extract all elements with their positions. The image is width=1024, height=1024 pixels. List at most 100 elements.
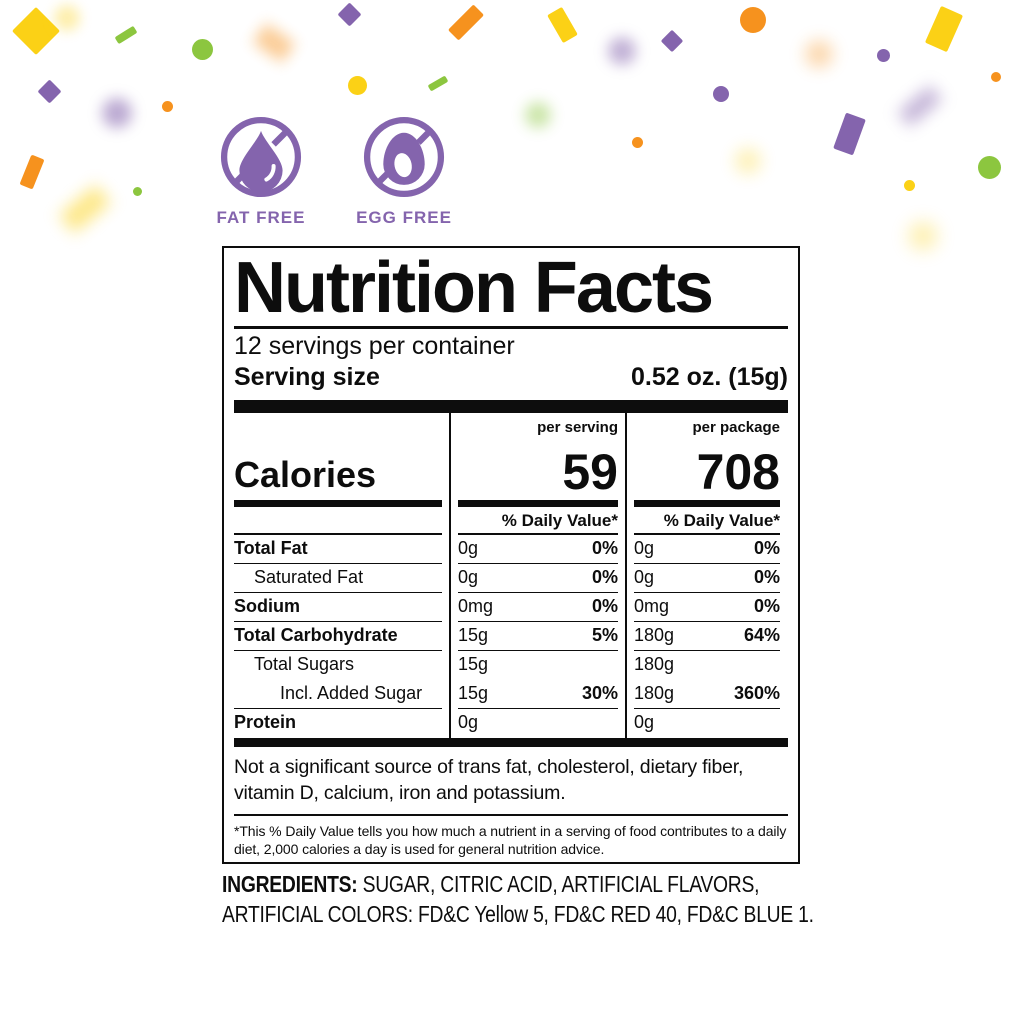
- confetti-orange-circle: [805, 40, 833, 68]
- nutrient-row: Total Fat 0g 0% 0g 0%: [234, 535, 788, 565]
- amount: 15g: [458, 683, 489, 704]
- nutrient-row: Incl. Added Sugar 15g 30% 180g 360%: [234, 680, 788, 710]
- daily-value-header-serving: % Daily Value*: [458, 509, 618, 536]
- nutrient-name: Saturated Fat: [234, 564, 442, 594]
- confetti-yellow-circle: [54, 5, 80, 31]
- calories-row: Calories 59 708: [234, 439, 788, 501]
- calories-per-serving: 59: [562, 444, 618, 501]
- nutrient-row: Total Carbohydrate 15g 5% 180g 64%: [234, 622, 788, 652]
- confetti-purple-rect: [660, 29, 684, 53]
- confetti-purple-circle: [876, 48, 890, 62]
- confetti-orange-circle: [631, 136, 643, 148]
- divider: [234, 814, 788, 817]
- nutrient-serving-cell: 0mg 0%: [458, 593, 618, 623]
- nutrient-package-cell: 180g 360%: [634, 680, 780, 710]
- confetti-green-circle: [525, 102, 551, 128]
- nutrient-package-cell: 180g 64%: [634, 622, 780, 652]
- confetti-green-circle: [191, 38, 213, 60]
- nutrient-serving-cell: 15g 5%: [458, 622, 618, 652]
- nutrient-serving-cell: 0g 0%: [458, 535, 618, 565]
- fat-free-badge: FAT FREE: [209, 112, 313, 228]
- confetti-purple-circle: [608, 37, 636, 65]
- column-divider: [449, 413, 451, 739]
- daily-value-percent: 0%: [591, 538, 618, 559]
- confetti-purple-rect: [832, 112, 866, 156]
- amount: 0g: [458, 567, 479, 588]
- nutrient-table: per serving per package Calories 59 708 …: [234, 413, 788, 739]
- confetti-yellow-rect: [546, 6, 578, 44]
- per-serving-header: per serving: [537, 419, 618, 437]
- divider: [234, 326, 788, 330]
- column-headers-row: per serving per package: [234, 413, 788, 439]
- confetti-orange-rect: [252, 22, 296, 64]
- nutrient-name: Total Carbohydrate: [234, 622, 442, 652]
- nutrient-name: Incl. Added Sugar: [234, 680, 442, 710]
- egg-free-icon: [363, 116, 445, 198]
- nutrient-name: Total Fat: [234, 535, 442, 565]
- nutrient-serving-cell: 0g: [458, 709, 618, 738]
- egg-free-badge: EGG FREE: [352, 112, 456, 228]
- amount: 0g: [634, 538, 655, 559]
- amount: 0g: [634, 567, 655, 588]
- daily-value-percent: 0%: [591, 567, 618, 588]
- confetti-yellow-circle: [347, 75, 367, 95]
- amount: 0g: [458, 538, 479, 559]
- confetti-green-circle: [132, 186, 142, 196]
- nutrient-row: Saturated Fat 0g 0% 0g 0%: [234, 564, 788, 594]
- daily-value-footnote: *This % Daily Value tells you how much a…: [234, 816, 788, 864]
- thick-bar: [234, 400, 788, 414]
- nutrient-serving-cell: 0g 0%: [458, 564, 618, 594]
- footnote-line1: *This % Daily Value tells you how much a…: [234, 823, 743, 840]
- daily-value-percent: 360%: [733, 683, 780, 704]
- amount: 180g: [634, 625, 675, 646]
- daily-value-percent: 0%: [753, 538, 780, 559]
- daily-value-percent: 0%: [591, 596, 618, 617]
- calories-label: Calories: [234, 454, 377, 496]
- egg-free-label: EGG FREE: [356, 208, 452, 227]
- confetti-purple-rect: [36, 78, 62, 104]
- ingredients-line1-rest: SUGAR, CITRIC ACID, ARTIFICIAL FLAVORS,: [357, 871, 760, 897]
- amount: 0g: [458, 712, 479, 733]
- confetti-purple-rect: [336, 1, 362, 27]
- ingredients-block: INGREDIENTS: SUGAR, CITRIC ACID, ARTIFIC…: [222, 869, 822, 929]
- ingredients-heading: INGREDIENTS:: [222, 871, 358, 897]
- servings-per-container: 12 servings per container: [234, 332, 515, 361]
- confetti-purple-circle: [713, 86, 729, 102]
- nutrient-name: Protein: [234, 712, 297, 733]
- confetti-green-circle: [977, 155, 1001, 179]
- confetti-orange-circle: [740, 7, 766, 33]
- nutrient-package-cell: 0g 0%: [634, 535, 780, 565]
- confetti-green-rect: [427, 74, 449, 92]
- nutrient-row: Protein 0g 0g: [234, 709, 788, 738]
- daily-value-header-row: % Daily Value* % Daily Value*: [234, 509, 788, 536]
- amount: 0mg: [634, 596, 670, 617]
- fat-free-label: FAT FREE: [216, 208, 306, 227]
- serving-size-row: Serving size 0.52 oz. (15g): [234, 362, 788, 393]
- ingredients-line2: ARTIFICIAL COLORS: FD&C Yellow 5, FD&C R…: [222, 901, 814, 927]
- fat-free-icon: [220, 116, 302, 198]
- nutrition-facts-panel: Nutrition Facts 12 servings per containe…: [222, 246, 800, 864]
- daily-value-percent: 5%: [591, 625, 618, 646]
- confetti-yellow-circle: [909, 222, 937, 250]
- not-significant-line2: vitamin D, calcium, iron and potassium.: [234, 782, 566, 805]
- amount: 15g: [458, 625, 489, 646]
- confetti-orange-rect: [19, 154, 45, 190]
- per-package-header: per package: [692, 419, 780, 437]
- daily-value-percent: 0%: [753, 596, 780, 617]
- confetti-orange-circle: [991, 72, 1001, 82]
- calories-underbar-row: [234, 500, 788, 508]
- column-divider: [625, 413, 627, 739]
- confetti-yellow-rect: [924, 5, 964, 53]
- nutrient-name: Sodium: [234, 593, 442, 623]
- nutrient-row: Total Sugars 15g 180g: [234, 651, 788, 680]
- nutrient-rows: Total Fat 0g 0% 0g 0% Saturated Fat 0g 0% 0g 0% So…: [234, 535, 788, 738]
- daily-value-percent: 30%: [581, 683, 618, 704]
- serving-size-label: Serving size: [234, 363, 380, 392]
- confetti-purple-rect: [898, 85, 942, 127]
- daily-value-header-package: % Daily Value*: [634, 509, 780, 536]
- ingredients-line1: INGREDIENTS: SUGAR, CITRIC ACID, ARTIFIC…: [222, 869, 760, 899]
- daily-value-spacer: [234, 509, 442, 536]
- amount: 0g: [634, 712, 655, 733]
- calories-per-package: 708: [696, 444, 780, 501]
